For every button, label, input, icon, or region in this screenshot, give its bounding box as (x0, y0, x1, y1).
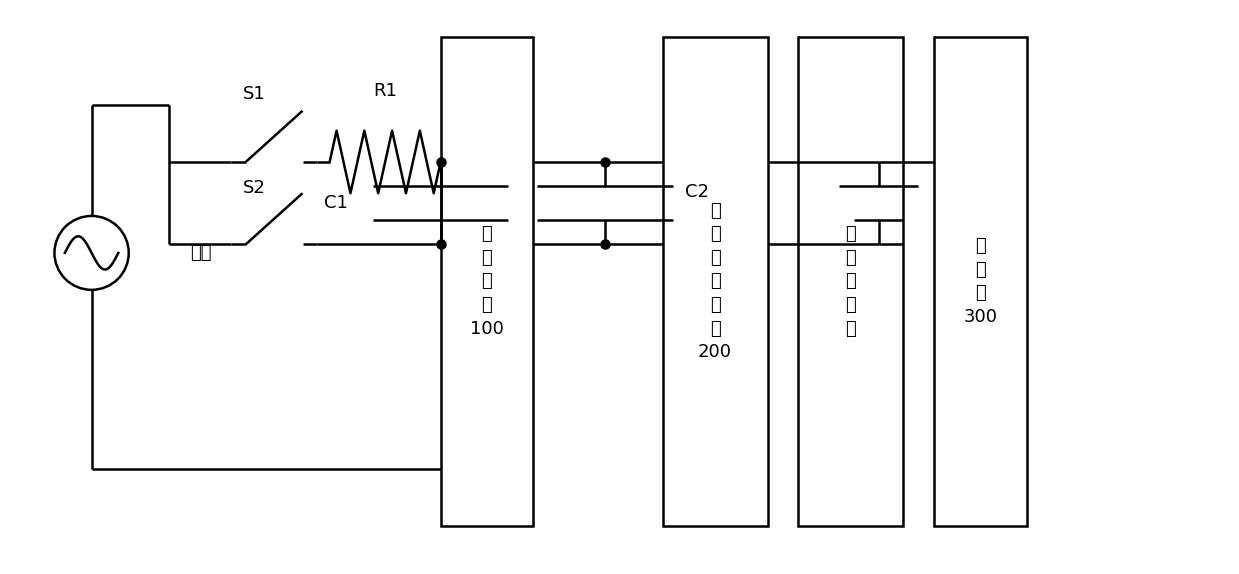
Bar (934, 37, 1027, 526)
Ellipse shape (55, 216, 129, 290)
Text: 高
压
直
流
模
块
200: 高 压 直 流 模 块 200 (698, 201, 732, 361)
Text: S1: S1 (243, 85, 266, 103)
Bar (798, 37, 903, 526)
Bar (663, 37, 767, 526)
Text: C2: C2 (685, 183, 709, 201)
Text: 交
流
模
块
100: 交 流 模 块 100 (470, 225, 504, 338)
Point (431, 157, 451, 166)
Point (431, 240, 451, 249)
Point (595, 240, 615, 249)
Text: 高
压
电
池
包: 高 压 电 池 包 (845, 225, 856, 338)
Text: S2: S2 (243, 179, 266, 196)
Text: C1: C1 (325, 194, 348, 212)
Bar (441, 37, 533, 526)
Text: 电网: 电网 (191, 244, 212, 262)
Text: R1: R1 (373, 82, 396, 100)
Point (595, 157, 615, 166)
Text: 控
制
器
300: 控 制 器 300 (963, 237, 997, 325)
